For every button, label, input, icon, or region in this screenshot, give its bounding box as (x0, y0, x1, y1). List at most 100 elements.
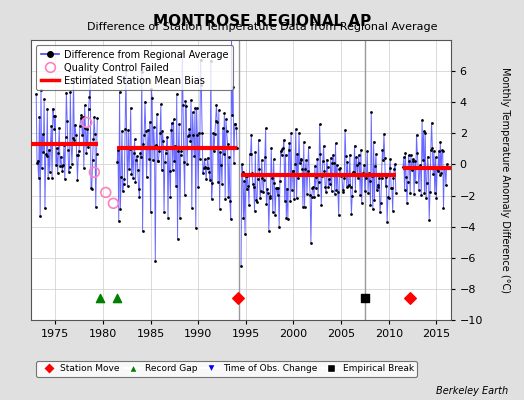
Point (47, 123, 56, 129)
Point (341, 127, 349, 133)
Point (123, 183, 132, 190)
Point (346, 184, 355, 190)
Point (272, 185, 280, 192)
Point (140, 132, 148, 139)
Point (293, 150, 302, 157)
Point (285, 140, 293, 147)
Point (219, 125, 227, 131)
Point (233, 145, 241, 151)
Point (402, 174, 410, 181)
Point (129, 150, 138, 157)
Point (58, 167, 67, 174)
Point (440, 164, 449, 171)
Point (195, 155, 204, 162)
Point (292, 195, 301, 202)
Legend: Station Move, Record Gap, Time of Obs. Change, Empirical Break: Station Move, Record Gap, Time of Obs. C… (36, 361, 417, 377)
Point (70, 137, 79, 144)
Point (161, 159, 169, 166)
Point (154, 158, 162, 164)
Point (290, 196, 299, 202)
Point (315, 121, 324, 127)
Point (356, 192, 364, 198)
Point (283, 186, 291, 192)
Point (119, 181, 128, 188)
Point (196, 56, 205, 63)
Point (434, 168, 442, 174)
Point (286, 198, 294, 204)
Point (212, 118, 220, 124)
Point (304, 144, 313, 150)
Point (174, 148, 182, 154)
Point (149, 156, 157, 163)
Point (154, 158, 162, 164)
Point (339, 186, 347, 193)
Point (313, 156, 321, 162)
Point (333, 162, 341, 168)
Point (367, 109, 375, 115)
Point (240, 178, 248, 184)
Point (352, 154, 361, 161)
Point (204, 165, 213, 171)
Point (179, 102, 187, 108)
Point (297, 156, 305, 163)
Point (161, 150, 170, 156)
Point (220, 151, 228, 158)
Point (39, 149, 48, 155)
Point (136, 150, 145, 156)
Point (308, 194, 316, 200)
Point (428, 145, 436, 152)
Point (388, 185, 396, 192)
Point (435, 172, 444, 178)
Point (209, 130, 217, 136)
Point (238, 161, 246, 168)
Point (253, 199, 261, 206)
Point (199, 170, 207, 176)
Point (307, 239, 315, 246)
Point (442, 182, 450, 188)
Point (262, 200, 270, 207)
Point (134, 167, 142, 173)
Point (169, 167, 177, 174)
Point (89, 136, 97, 142)
Point (81, 102, 89, 108)
Point (353, 162, 361, 168)
Point (189, 109, 197, 116)
Point (255, 166, 264, 172)
Point (430, 148, 438, 154)
Point (334, 212, 343, 218)
Point (267, 145, 276, 152)
Point (85, 94, 94, 100)
Point (414, 164, 422, 170)
Point (282, 215, 290, 221)
Point (203, 165, 211, 172)
Point (45, 146, 53, 153)
Point (294, 175, 302, 181)
Point (46, 140, 54, 146)
Point (43, 106, 51, 112)
Point (274, 192, 282, 198)
Point (297, 156, 305, 162)
Point (180, 192, 189, 199)
Point (186, 138, 194, 144)
Point (125, 165, 133, 172)
Point (390, 166, 398, 172)
Point (143, 174, 151, 180)
Point (61, 176, 69, 182)
Point (218, 181, 226, 188)
Point (33, 160, 41, 166)
Point (200, 156, 209, 162)
Point (331, 140, 340, 146)
Point (381, 183, 390, 190)
Point (368, 173, 376, 180)
Point (217, 162, 225, 168)
Point (86, 73, 94, 80)
Point (96, 295, 104, 302)
Point (172, 91, 181, 97)
Point (93, 115, 102, 122)
Point (407, 152, 415, 158)
Point (326, 154, 335, 161)
Point (279, 145, 287, 152)
Point (146, 118, 154, 125)
Point (144, 126, 152, 133)
Point (420, 189, 429, 196)
